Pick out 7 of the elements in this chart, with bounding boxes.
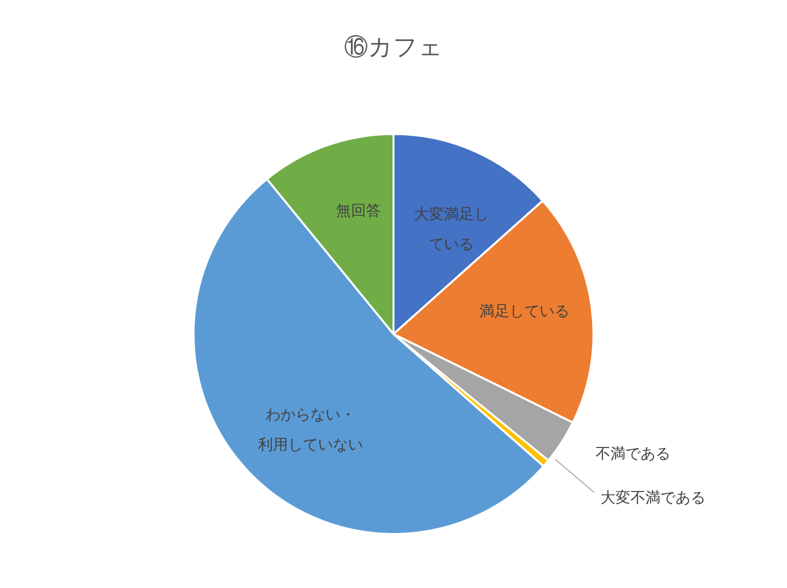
slice-label: 大変不満である <box>600 488 706 507</box>
slice-label: 大変満足している <box>414 204 490 253</box>
slice-label: 無回答 <box>336 201 382 220</box>
slice-label: 不満である <box>596 444 671 463</box>
chart-title: ⑯カフェ <box>344 33 443 61</box>
slice-label: わからない・利用していない <box>258 406 363 454</box>
slice-label: 満足している <box>479 302 570 320</box>
